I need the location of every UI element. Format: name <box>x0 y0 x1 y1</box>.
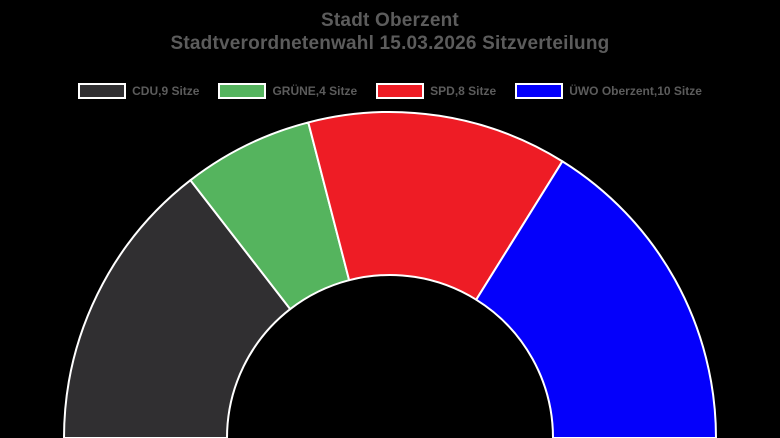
legend-item-uewo-oberzent: ÜWO Oberzent,10 Sitze <box>515 83 702 99</box>
legend-swatch-uewo-oberzent <box>515 83 564 99</box>
legend-swatch-spd <box>376 83 425 99</box>
legend-label-spd: SPD,8 Sitze <box>430 84 497 98</box>
segment-cdu <box>63 179 292 438</box>
chart-title-block: Stadt Oberzent Stadtverordnetenwahl 15.0… <box>0 9 780 55</box>
legend-item-spd: SPD,8 Sitze <box>376 83 496 99</box>
legend-label-cdu: CDU,9 Sitze <box>132 84 200 98</box>
legend-swatch-cdu <box>78 83 127 99</box>
legend-item-cdu: CDU,9 Sitze <box>78 83 199 99</box>
legend-swatch-gruene <box>218 83 267 99</box>
legend-label-uewo-oberzent: ÜWO Oberzent,10 Sitze <box>569 84 702 98</box>
segment-spd <box>307 111 564 301</box>
legend-label-gruene: GRÜNE,4 Sitze <box>272 84 358 98</box>
chart-title: Stadt Oberzent <box>321 10 459 31</box>
legend-item-gruene: GRÜNE,4 Sitze <box>218 83 357 99</box>
chart-subtitle: Stadtverordnetenwahl 15.03.2026 Sitzvert… <box>170 33 610 54</box>
segment-uewo-oberzent <box>475 160 717 438</box>
chart-legend: CDU,9 Sitze GRÜNE,4 Sitze SPD,8 Sitze ÜWO O… <box>0 83 780 99</box>
